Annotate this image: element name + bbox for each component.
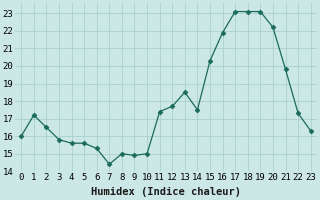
X-axis label: Humidex (Indice chaleur): Humidex (Indice chaleur)	[91, 187, 241, 197]
